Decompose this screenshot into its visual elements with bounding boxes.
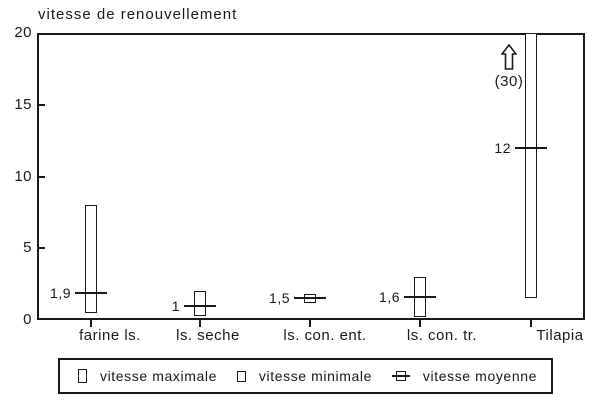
legend-item-min: vitesse minimale xyxy=(236,368,372,384)
y-axis-tick-mark xyxy=(39,103,45,106)
y-axis-tick-label: 10 xyxy=(14,167,32,185)
legend-item-max: vitesse maximale xyxy=(78,368,217,384)
mean-value-label: 1,9 xyxy=(50,284,71,301)
legend-label-mean: vitesse moyenne xyxy=(422,368,537,384)
y-axis-tick-label: 20 xyxy=(14,24,32,41)
mean-line xyxy=(75,291,107,294)
mean-marker-icon xyxy=(391,369,410,383)
legend-item-mean: vitesse moyenne xyxy=(391,368,537,384)
legend-label-max: vitesse maximale xyxy=(100,368,217,384)
mean-line xyxy=(184,304,216,307)
min-bar-icon xyxy=(236,370,246,382)
off-scale-annotation: (30) xyxy=(482,44,536,90)
range-bar xyxy=(525,33,537,299)
range-bar xyxy=(85,205,97,313)
x-axis-tick-mark xyxy=(199,320,201,327)
x-axis-tick-mark xyxy=(309,320,311,327)
y-axis-tick-label: 0 xyxy=(23,311,32,328)
x-axis-category-label: ls. con. ent. xyxy=(283,327,367,344)
mean-value-label: 1,5 xyxy=(269,290,290,307)
x-axis-tick-mark xyxy=(90,320,92,327)
legend-label-min: vitesse minimale xyxy=(258,368,372,384)
mean-line xyxy=(404,296,436,299)
max-bar-icon xyxy=(78,369,87,383)
mean-value-label: 1 xyxy=(171,297,180,314)
mean-line xyxy=(515,146,547,149)
chart-title: vitesse de renouvellement xyxy=(38,6,238,23)
x-axis-tick-mark xyxy=(530,320,532,327)
x-axis-category-label: ls. seche xyxy=(176,327,240,344)
plot-area-frame xyxy=(37,33,585,320)
x-axis-category-label: farine ls. xyxy=(79,327,141,344)
off-scale-value-label: (30) xyxy=(494,73,524,90)
y-axis-tick-label: 5 xyxy=(23,239,32,257)
x-axis-tick-mark xyxy=(419,320,421,327)
mean-value-label: 12 xyxy=(494,139,511,156)
mean-value-label: 1,6 xyxy=(379,289,400,306)
x-axis-category-label: ls. con. tr. xyxy=(406,327,478,344)
up-arrow-icon xyxy=(501,44,517,70)
y-axis-tick-mark xyxy=(39,247,45,250)
y-axis-tick-mark xyxy=(39,175,45,178)
y-axis-tick-label: 15 xyxy=(14,95,32,113)
legend: vitesse maximale vitesse minimale vitess… xyxy=(58,358,553,394)
range-bar xyxy=(194,291,206,316)
x-axis-category-label: Tilapia xyxy=(536,327,584,344)
mean-line xyxy=(294,297,326,300)
